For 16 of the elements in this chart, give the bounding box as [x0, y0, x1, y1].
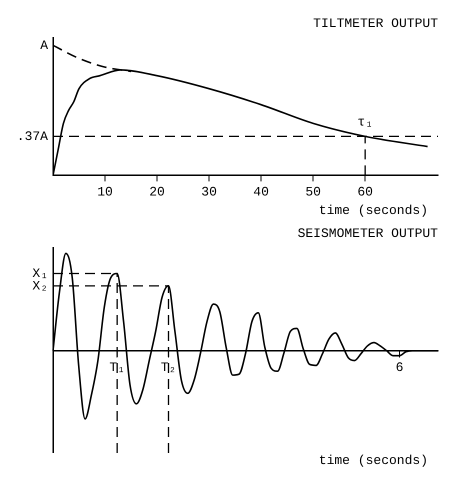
ref-line-label: τ₁ — [357, 114, 373, 130]
ref-line-label: X₁ — [32, 266, 48, 281]
x-tick-label: 60 — [357, 184, 373, 200]
x-tick-label: 10 — [97, 184, 113, 200]
ref-line-label: X₂ — [32, 278, 48, 294]
chart-title: SEISMOMETER OUTPUT — [298, 226, 438, 242]
x-axis-title: time (seconds) — [318, 203, 429, 218]
x-tick-label: 50 — [305, 184, 321, 200]
annotation: A — [40, 38, 48, 53]
x-tick-label: 20 — [149, 184, 165, 200]
ref-line-label: .37A — [16, 128, 48, 144]
x-tick-label: 30 — [201, 184, 217, 200]
x-tick-label: 6 — [396, 360, 404, 376]
x-tick-label: 40 — [253, 184, 269, 200]
chart-title: TILTMETER OUTPUT — [313, 16, 438, 32]
x-axis-title: time (seconds) — [318, 453, 429, 468]
